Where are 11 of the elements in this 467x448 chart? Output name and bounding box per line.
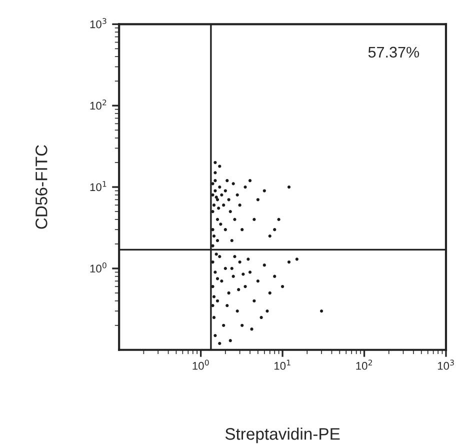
y-tick-label: 10$^{1}$ bbox=[90, 181, 106, 192]
y-tick-label: 10$^{3}$ bbox=[90, 18, 106, 28]
x-axis-title: Streptavidin-PE bbox=[225, 428, 340, 444]
x-tick-label: 10$^{1}$ bbox=[274, 360, 290, 370]
x-tick-label: 10$^{2}$ bbox=[356, 360, 372, 370]
y-tick-label: 10$^{0}$ bbox=[90, 262, 106, 273]
y-tick-label: 10$^{2}$ bbox=[90, 100, 106, 110]
x-tick-label: 10$^{0}$ bbox=[192, 360, 209, 370]
y-axis-title: CD56-FITC bbox=[36, 145, 48, 229]
x-tick-label: 10$^{3}$ bbox=[438, 360, 454, 370]
annotation: 57.37% bbox=[368, 46, 420, 58]
